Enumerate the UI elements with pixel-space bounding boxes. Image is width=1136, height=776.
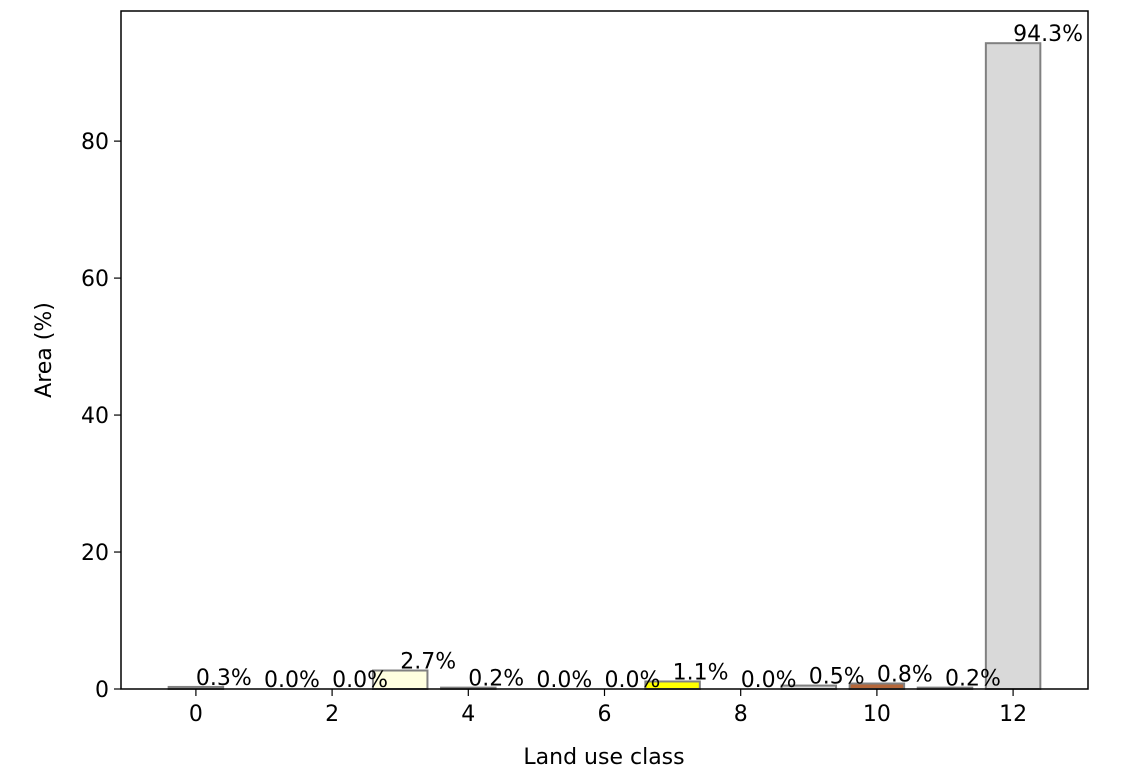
x-tick-label: 12 [999, 702, 1027, 727]
data-label-class-4: 0.2% [468, 667, 524, 692]
x-tick-label: 0 [189, 702, 203, 727]
plot-frame [120, 10, 1089, 690]
x-tick-label: 2 [325, 702, 339, 727]
y-tick-label: 60 [81, 267, 109, 292]
y-tick-label: 0 [95, 678, 109, 703]
x-tick-label: 4 [461, 702, 475, 727]
y-axis-label: Area (%) [32, 302, 57, 398]
y-tick-label: 80 [81, 130, 109, 155]
data-label-class-9: 0.5% [809, 665, 865, 690]
data-label-class-10: 0.8% [877, 663, 933, 688]
x-axis-label: Land use class [523, 745, 684, 770]
data-label-class-11: 0.2% [945, 667, 1001, 692]
x-axis-ticks: 0 2 4 6 8 10 12 [189, 689, 1027, 727]
bar-class-12 [984, 42, 1042, 691]
data-label-class-12: 94.3% [1013, 22, 1083, 47]
x-tick-label: 10 [863, 702, 891, 727]
x-tick-label: 8 [734, 702, 748, 727]
y-tick-label: 40 [81, 404, 109, 429]
y-axis-ticks: 0 20 40 60 80 [81, 130, 121, 703]
bars-group [167, 42, 1042, 691]
data-label-class-3: 2.7% [400, 650, 456, 675]
data-label-class-0: 0.3% [196, 666, 252, 691]
data-labels-group: 0.3% 0.0% 0.0%2.7%0.2% 0.0% 0.0% 1.1% 0.0% 0.5%… [196, 22, 1083, 693]
data-label-class-7: 1.1% [673, 660, 729, 685]
x-tick-label: 6 [598, 702, 612, 727]
y-tick-label: 20 [81, 541, 109, 566]
